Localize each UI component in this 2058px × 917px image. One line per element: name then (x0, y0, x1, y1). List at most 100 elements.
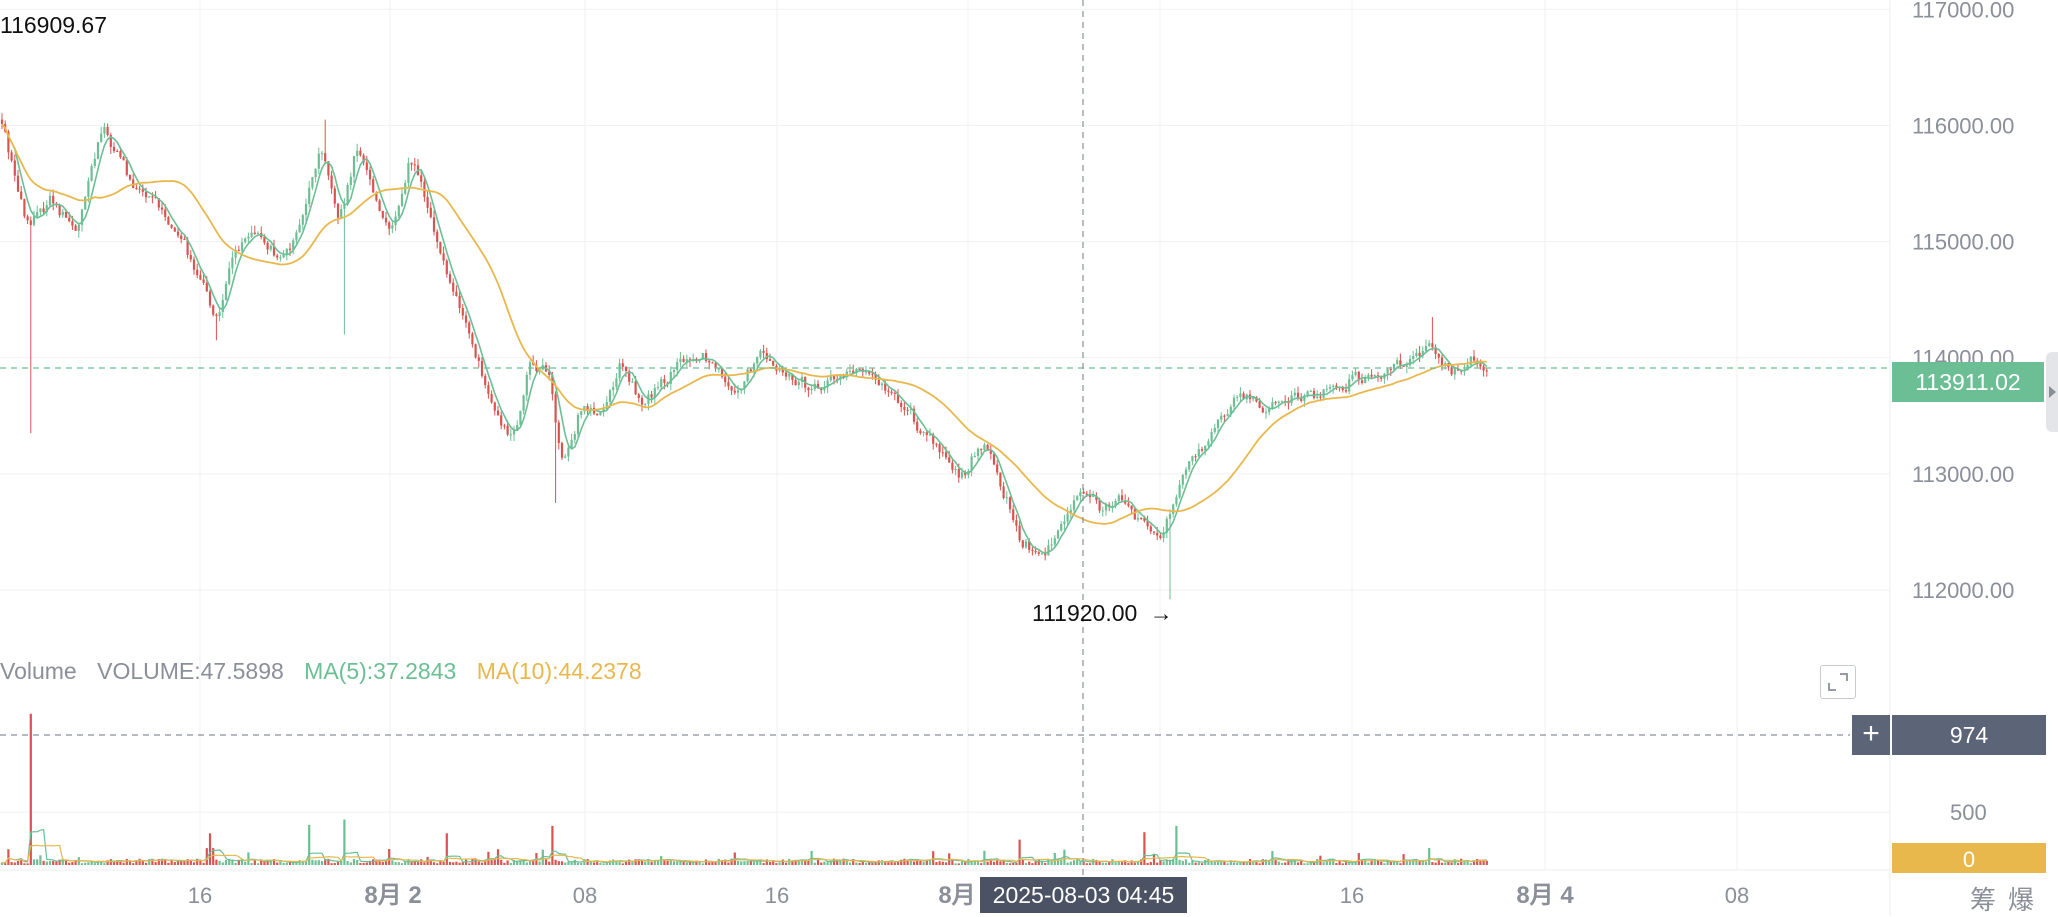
candle-body-66 (212, 305, 215, 315)
candle-body-102 (327, 161, 330, 176)
candle-body-204 (653, 388, 656, 398)
chart-grid (0, 0, 1891, 916)
volume-bar-417 (1335, 863, 1338, 865)
volume-bar-137 (439, 861, 442, 865)
candle-body-37 (119, 151, 122, 158)
volume-bar-42 (135, 860, 138, 865)
candle-body-445 (1424, 345, 1428, 352)
candle-body-62 (199, 275, 202, 280)
volume-bar-146 (468, 863, 471, 865)
candle-body-105 (336, 203, 340, 218)
volume-bar-284 (909, 858, 912, 865)
volume-bar-234 (749, 860, 752, 865)
candle-body-118 (378, 200, 381, 211)
candle-body-124 (397, 205, 400, 217)
chevron-right-icon[interactable] (2046, 352, 2058, 432)
volume-bar-334 (1069, 861, 1072, 865)
volume-bar-47 (151, 858, 154, 865)
candle-body-315 (1008, 497, 1012, 510)
candle-body-128 (410, 162, 413, 165)
volume-bar-228 (730, 858, 733, 865)
volume-bar-70 (224, 859, 228, 865)
volume-bar-301 (964, 862, 967, 865)
candle-body-53 (170, 224, 173, 228)
volume-bar-32 (103, 863, 106, 865)
candle-body-381 (1220, 415, 1223, 420)
candle-body-400 (1280, 400, 1284, 402)
candle-body-87 (279, 257, 282, 259)
candle-body-420 (1344, 389, 1348, 392)
candle-body-298 (954, 469, 957, 471)
volume-bar-429 (1373, 858, 1376, 865)
volume-bar-362 (1159, 860, 1162, 865)
volume-bar-250 (800, 859, 804, 865)
candle-body-343 (1098, 500, 1101, 511)
candle-body-361 (1156, 532, 1159, 536)
volume-bar-409 (1309, 862, 1312, 865)
candle-body-283 (906, 409, 909, 411)
expand-icon[interactable] (1820, 665, 1856, 699)
volume-bar-240 (768, 861, 772, 865)
candle-body-406 (1300, 397, 1303, 401)
volume-bar-60 (192, 862, 196, 865)
volume-bar-198 (634, 859, 637, 865)
volume-bar-72 (231, 859, 234, 865)
volume-bar-189 (605, 862, 608, 865)
volume-bar-249 (797, 859, 800, 865)
time-axis-ticks: 16 8月 2 08 16 8月 16 8月 4 08 (188, 882, 1749, 909)
candle-body-321 (1028, 541, 1031, 550)
candle-body-123 (394, 216, 397, 226)
candle-body-304 (973, 456, 976, 458)
volume-bar-416 (1332, 858, 1335, 865)
volume-bar-343 (1098, 861, 1101, 865)
candle-body-377 (1207, 441, 1210, 446)
volume-legend: Volume VOLUME:47.5898 MA(5):37.2843 MA(1… (0, 658, 656, 685)
candle-body-136 (436, 231, 439, 242)
candle-body-226 (724, 376, 727, 383)
candle-body-28 (90, 166, 93, 181)
volume-bar-85 (272, 859, 276, 865)
candle-body-56 (180, 235, 183, 240)
candle-body-101 (324, 153, 327, 162)
volume-bar-74 (237, 860, 240, 865)
candle-body-241 (772, 360, 775, 366)
candle-body-19 (61, 211, 64, 216)
bottom-tool-icons[interactable]: 筹爆 (1970, 880, 2046, 917)
add-crosshair-button[interactable]: + (1852, 715, 1890, 755)
volume-bar-212 (679, 861, 682, 865)
volume-bar-244 (781, 859, 784, 865)
candle-body-439 (1405, 365, 1408, 367)
candle-body-407 (1303, 395, 1306, 401)
volume-bar-386 (1236, 863, 1239, 865)
volume-bar-155 (496, 849, 500, 865)
liquidation-icon[interactable]: 爆 (2008, 885, 2047, 915)
volume-bar-139 (445, 833, 448, 865)
candle-body-20 (64, 211, 68, 218)
volume-bar-125 (400, 863, 404, 865)
volume-bar-433 (1386, 861, 1389, 865)
volume-bar-144 (461, 861, 464, 865)
volume-bar-392 (1255, 860, 1258, 865)
candle-body-459 (1469, 356, 1472, 365)
volume-bar-107 (343, 819, 346, 865)
candle-body-238 (762, 350, 765, 353)
candle-body-148 (474, 344, 477, 358)
chip-distribution-icon[interactable]: 筹 (1970, 885, 2009, 915)
volume-bar-227 (727, 862, 730, 865)
volume-bar-426 (1364, 859, 1367, 865)
volume-bar-353 (1130, 860, 1133, 865)
volume-bar-89 (285, 862, 288, 865)
candle-body-73 (234, 250, 237, 258)
candle-body-438 (1402, 365, 1405, 367)
volume-bar-458 (1466, 861, 1469, 865)
candle-body-181 (580, 411, 583, 415)
volume-bar-364 (1165, 860, 1168, 865)
volume-bar-194 (621, 863, 624, 865)
volume-bar-224 (717, 858, 720, 865)
candle-body-305 (976, 448, 980, 457)
volume-bar-164 (525, 862, 528, 865)
volume-bar-288 (922, 861, 925, 865)
volume-bar-251 (804, 860, 807, 865)
